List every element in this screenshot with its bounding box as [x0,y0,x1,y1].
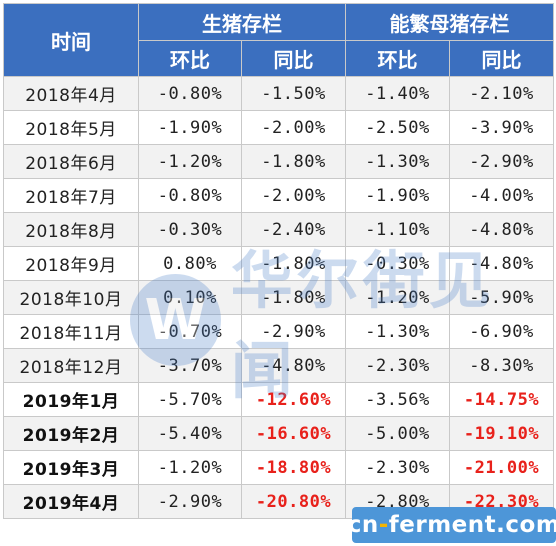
cell-live-yoy: -2.40% [241,212,346,247]
site-logo: cn - ferment .com [348,507,556,543]
table-row: 2018年12月 -3.70% -4.80% -2.30% -8.30% [3,348,554,383]
logo-text-c: .com [496,512,556,538]
cell-live-yoy: -16.60% [241,416,346,451]
table-row: 2019年1月 -5.70% -12.60% -3.56% -14.75% [3,382,554,417]
header-live-yoy: 同比 [241,40,346,77]
cell-live-yoy: -1.80% [241,144,346,179]
cell-live-mom: -1.20% [138,144,242,179]
header-live-pig-inventory: 生猪存栏 [138,3,346,41]
cell-sow-mom: -2.30% [345,450,450,485]
cell-sow-yoy: -6.90% [449,314,554,349]
pig-inventory-table: 时间 生猪存栏 能繁母猪存栏 环比 同比 环比 同比 2018年4月 -0.80%… [3,3,554,519]
cell-sow-yoy: -4.80% [449,246,554,281]
logo-text-b: ferment [388,512,497,538]
cell-sow-mom: -5.00% [345,416,450,451]
cell-month: 2019年1月 [3,382,139,417]
table-row: 2018年8月 -0.30% -2.40% -1.10% -4.80% [3,212,554,247]
cell-sow-yoy: -14.75% [449,382,554,417]
logo-dot: - [378,512,389,538]
cell-sow-mom: -1.90% [345,178,450,213]
table-header: 时间 生猪存栏 能繁母猪存栏 环比 同比 环比 同比 [3,3,554,77]
table-body: 2018年4月 -0.80% -1.50% -1.40% -2.10% 2018年5月 -1… [3,76,554,519]
header-time: 时间 [3,3,139,77]
table-row: 2018年10月 0.10% -1.80% -1.20% -5.90% [3,280,554,315]
cell-sow-mom: -1.30% [345,314,450,349]
header-sow-inventory: 能繁母猪存栏 [345,3,554,41]
table-row: 2018年9月 0.80% -1.80% -0.30% -4.80% [3,246,554,281]
cell-live-mom: -3.70% [138,348,242,383]
cell-sow-mom: -2.30% [345,348,450,383]
cell-sow-yoy: -19.10% [449,416,554,451]
cell-live-yoy: -18.80% [241,450,346,485]
cell-sow-yoy: -5.90% [449,280,554,315]
cell-live-mom: -1.90% [138,110,242,145]
cell-live-yoy: -2.90% [241,314,346,349]
cell-month: 2018年5月 [3,110,139,145]
cell-sow-yoy: -8.30% [449,348,554,383]
cell-sow-mom: -2.50% [345,110,450,145]
cell-live-mom: -0.80% [138,76,242,111]
table-row: 2018年7月 -0.80% -2.00% -1.90% -4.00% [3,178,554,213]
logo-text-a: cn [347,512,379,538]
cell-sow-yoy: -2.10% [449,76,554,111]
cell-live-yoy: -1.50% [241,76,346,111]
cell-live-yoy: -12.60% [241,382,346,417]
table-row: 2019年2月 -5.40% -16.60% -5.00% -19.10% [3,416,554,451]
cell-month: 2019年2月 [3,416,139,451]
cell-month: 2018年6月 [3,144,139,179]
table-row: 2018年5月 -1.90% -2.00% -2.50% -3.90% [3,110,554,145]
cell-live-yoy: -2.00% [241,178,346,213]
cell-month: 2018年9月 [3,246,139,281]
table-row: 2018年4月 -0.80% -1.50% -1.40% -2.10% [3,76,554,111]
cell-live-mom: -0.70% [138,314,242,349]
cell-live-yoy: -1.80% [241,280,346,315]
cell-sow-yoy: -3.90% [449,110,554,145]
cell-month: 2018年10月 [3,280,139,315]
cell-sow-mom: -0.30% [345,246,450,281]
cell-live-mom: -5.40% [138,416,242,451]
cell-live-mom: -5.70% [138,382,242,417]
cell-month: 2018年12月 [3,348,139,383]
cell-live-mom: -2.90% [138,484,242,519]
cell-sow-mom: -1.30% [345,144,450,179]
cell-live-mom: -0.30% [138,212,242,247]
cell-month: 2019年4月 [3,484,139,519]
table-row: 2019年3月 -1.20% -18.80% -2.30% -21.00% [3,450,554,485]
cell-live-yoy: -20.80% [241,484,346,519]
cell-sow-yoy: -4.00% [449,178,554,213]
cell-sow-mom: -1.10% [345,212,450,247]
cell-live-mom: -1.20% [138,450,242,485]
cell-live-mom: 0.10% [138,280,242,315]
header-live-mom: 环比 [138,40,242,77]
cell-live-yoy: -1.80% [241,246,346,281]
cell-month: 2018年7月 [3,178,139,213]
cell-sow-mom: -1.40% [345,76,450,111]
cell-live-mom: 0.80% [138,246,242,281]
header-sow-mom: 环比 [345,40,450,77]
cell-sow-yoy: -21.00% [449,450,554,485]
cell-live-mom: -0.80% [138,178,242,213]
cell-sow-mom: -3.56% [345,382,450,417]
cell-month: 2019年3月 [3,450,139,485]
cell-live-yoy: -2.00% [241,110,346,145]
cell-month: 2018年8月 [3,212,139,247]
cell-live-yoy: -4.80% [241,348,346,383]
cell-month: 2018年11月 [3,314,139,349]
cell-month: 2018年4月 [3,76,139,111]
table-row: 2018年11月 -0.70% -2.90% -1.30% -6.90% [3,314,554,349]
cell-sow-yoy: -2.90% [449,144,554,179]
cell-sow-yoy: -4.80% [449,212,554,247]
table-row: 2018年6月 -1.20% -1.80% -1.30% -2.90% [3,144,554,179]
cell-sow-mom: -1.20% [345,280,450,315]
header-sow-yoy: 同比 [449,40,554,77]
